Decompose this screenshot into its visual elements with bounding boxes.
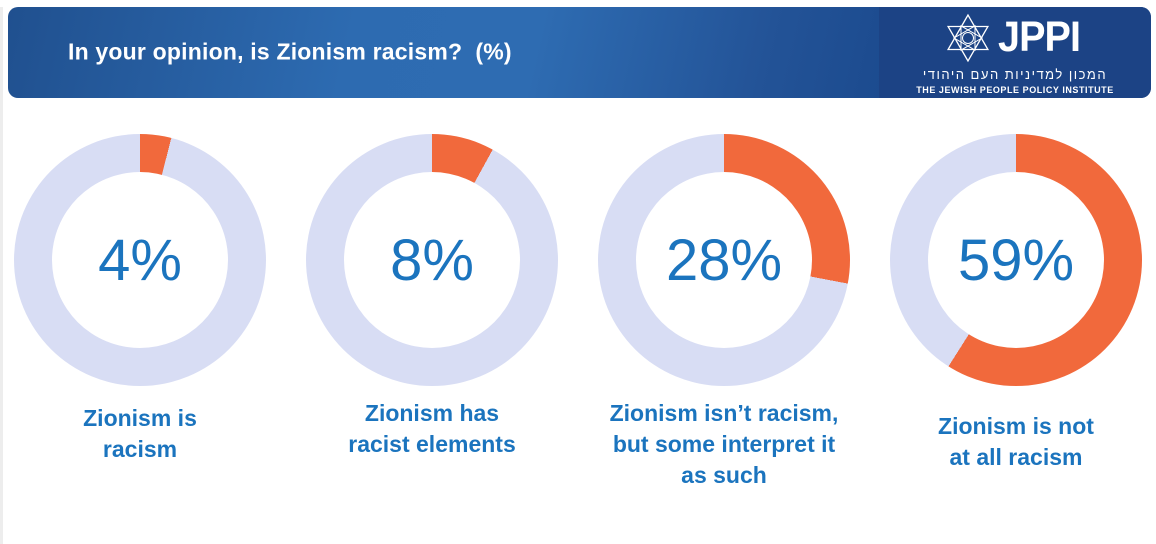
donut-chart-not-at-all-racism: 59% Zionism is not at all racism [888,134,1144,491]
donut-hole: 59% [928,172,1104,348]
donut-label: Zionism isn’t racism, but some interpret … [609,400,839,489]
donut-value: 4% [98,227,182,293]
jppi-logo: JPPI המכון למדיניות העם היהודי THE JEWIS… [879,7,1151,98]
header-banner: In your opinion, is Zionism racism? (%) … [8,7,1151,98]
page-title: In your opinion, is Zionism racism? (%) [68,37,512,64]
donut-ring: 8% [306,134,558,386]
logo-english-text: THE JEWISH PEOPLE POLICY INSTITUTE [916,84,1114,95]
donut-chart-zionism-is-racism: 4% Zionism is racism [12,134,268,491]
donut-value: 8% [390,227,474,293]
logo-hebrew-text: המכון למדיניות העם היהודי [922,66,1108,82]
logo-row: JPPI [943,13,1087,63]
donut-chart-interpreted-as-such: 28% Zionism isn’t racism, but some interp… [596,134,852,491]
donut-value: 28% [665,227,783,293]
donut-label: Zionism is racism [83,405,197,463]
logo-acronym: JPPI [997,13,1081,61]
donut-ring: 4% [14,134,266,386]
donut-chart-racist-elements: 8% Zionism has racist elements [304,134,560,491]
donut-hole: 4% [52,172,228,348]
donut-label: Zionism has racist elements [348,400,516,458]
donut-value: 59% [957,227,1075,293]
donut-ring: 28% [598,134,850,386]
donut-hole: 28% [636,172,812,348]
donut-label: Zionism is not at all racism [938,413,1094,471]
donut-hole: 8% [344,172,520,348]
star-of-david-icon [946,13,989,62]
donut-ring: 59% [890,134,1142,386]
donut-charts-row: 4% Zionism is racism 8% Zionism has racist… [3,134,1156,491]
